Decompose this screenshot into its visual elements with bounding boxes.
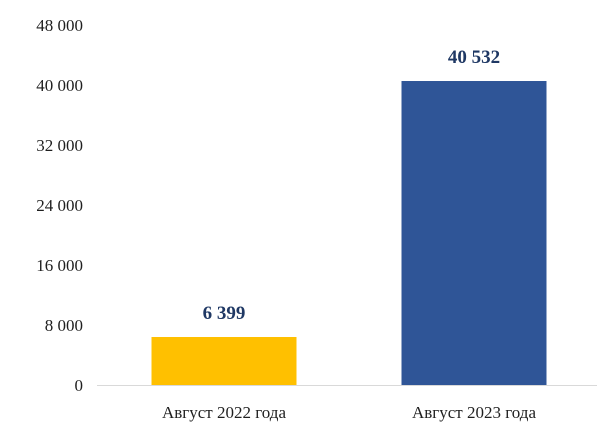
data-label: 40 532: [448, 47, 500, 68]
x-tick-label: Август 2022 года: [162, 403, 286, 422]
x-tick-label: Август 2023 года: [412, 403, 536, 422]
y-tick-label: 32 000: [36, 136, 83, 155]
bar: [401, 81, 547, 385]
y-tick-label: 8 000: [45, 316, 83, 335]
y-tick-label: 40 000: [36, 76, 83, 95]
x-axis: Август 2022 года Август 2023 года: [162, 403, 536, 422]
y-tick-label: 48 000: [36, 16, 83, 35]
data-label: 6 399: [203, 303, 246, 324]
bars: [151, 81, 547, 385]
y-tick-label: 24 000: [36, 196, 83, 215]
y-tick-label: 16 000: [36, 256, 83, 275]
bar: [151, 337, 297, 385]
data-labels: 6 399 40 532: [203, 47, 501, 324]
y-tick-label: 0: [75, 376, 84, 395]
y-axis: 0 8 000 16 000 24 000 32 000 40 000 48 000: [36, 16, 83, 395]
